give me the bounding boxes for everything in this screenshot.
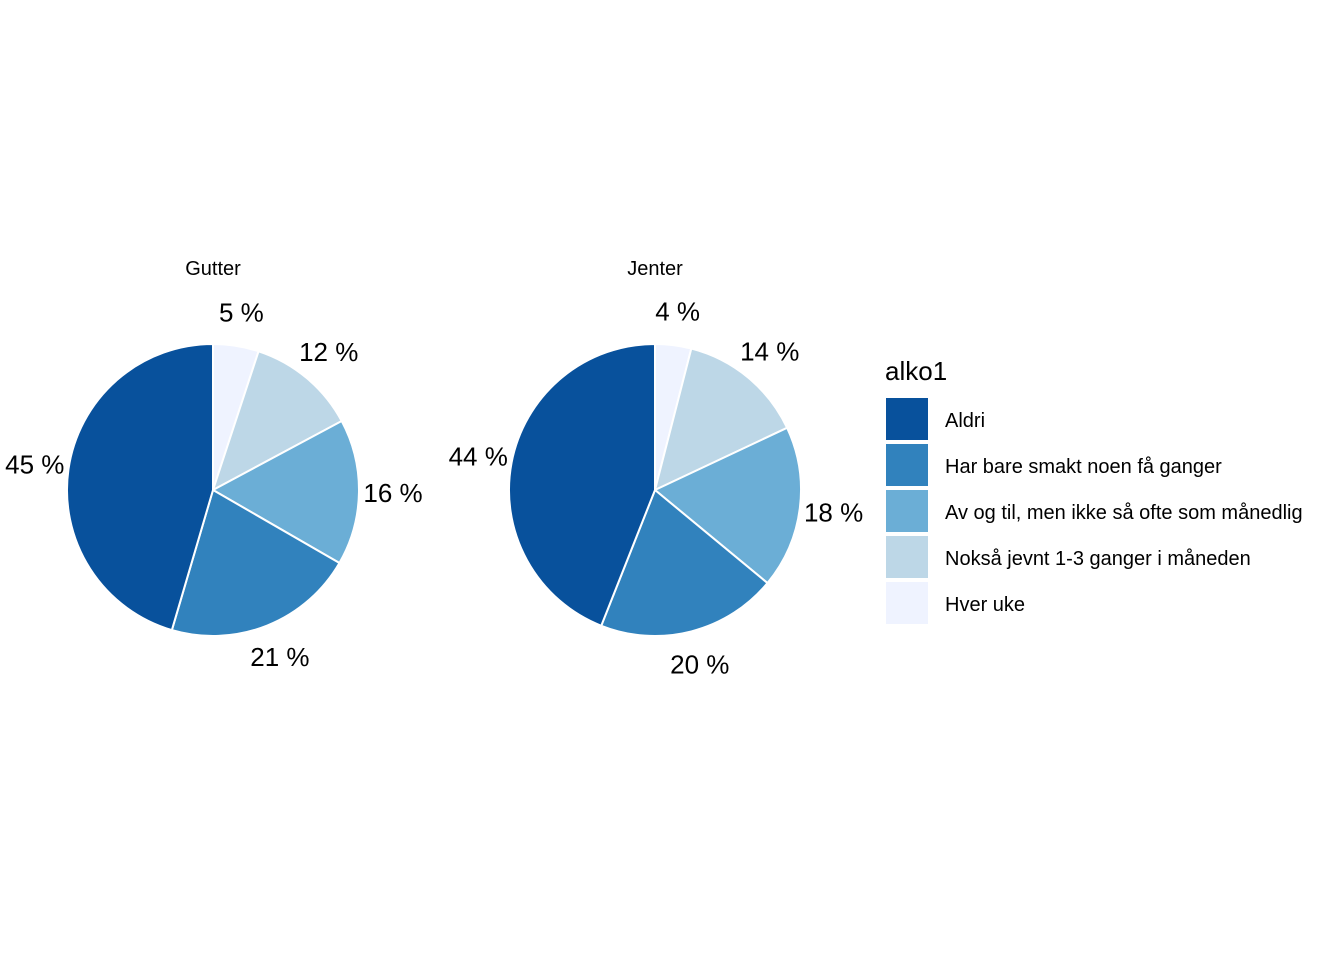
legend-key	[886, 582, 928, 624]
slice-label: 4 %	[655, 296, 700, 326]
pie-slice	[653, 347, 789, 492]
pie-slice	[653, 426, 802, 585]
slice-label: 16 %	[363, 478, 422, 508]
legend-key	[886, 398, 928, 440]
pie-slice	[170, 488, 341, 637]
legend-key	[886, 444, 928, 486]
pie-slice	[211, 350, 344, 493]
pie-slice	[508, 342, 656, 628]
slice-label: 44 %	[449, 441, 508, 471]
facet-gutter: Gutter 5 % 12 % 16 % 21 % 45 %	[5, 258, 422, 672]
legend-items: Aldri Har bare smakt noen få ganger Av og …	[886, 398, 1303, 624]
pie-slice	[210, 419, 360, 565]
slice-label: 21 %	[250, 642, 309, 672]
legend-label: Av og til, men ikke så ofte som månedlig	[945, 502, 1303, 524]
legend: alko1 Aldri Har bare smakt noen få ganger…	[885, 356, 1303, 624]
slice-label: 18 %	[804, 498, 863, 528]
legend-label: Aldri	[945, 410, 985, 432]
legend-key	[886, 536, 928, 578]
slice-label: 12 %	[299, 337, 358, 367]
slice-label: 5 %	[219, 297, 264, 327]
facet-title: Jenter	[627, 258, 683, 280]
pie-slice	[599, 488, 769, 637]
slice-label: 20 %	[670, 649, 729, 679]
legend-label: Nokså jevnt 1-3 ganger i måneden	[945, 548, 1251, 570]
pie-slice	[65, 342, 214, 632]
slice-label: 14 %	[740, 336, 799, 366]
legend-key	[886, 490, 928, 532]
legend-label: Hver uke	[945, 594, 1025, 616]
slice-label: 45 %	[5, 449, 64, 479]
facet-jenter: Jenter 4 % 14 % 18 % 20 % 44 %	[449, 258, 864, 679]
legend-title: alko1	[885, 356, 947, 386]
facet-title: Gutter	[185, 258, 241, 280]
legend-label: Har bare smakt noen få ganger	[945, 456, 1222, 478]
facets: Gutter 5 % 12 % 16 % 21 % 45 % Jenter 4 % 14 % 18…	[5, 258, 863, 679]
